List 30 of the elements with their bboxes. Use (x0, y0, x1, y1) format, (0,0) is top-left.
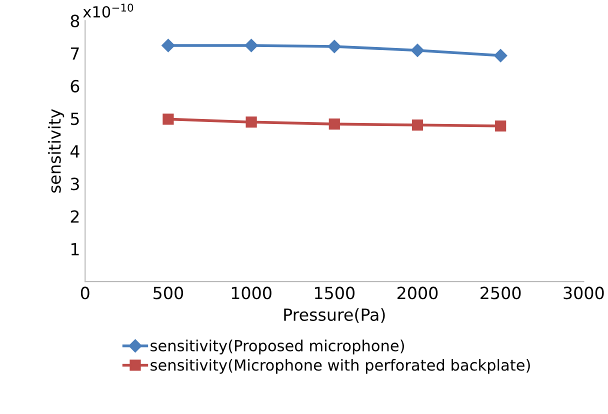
x-axis-title: Pressure(Pa) (284, 308, 385, 323)
x-tick-label: 2000 (398, 286, 438, 300)
y-tick-label: 1 (71, 243, 79, 256)
point (162, 38, 175, 52)
x-tick-label: 1000 (232, 286, 272, 300)
point (495, 120, 506, 132)
point (412, 119, 424, 131)
x-tick-label: 2500 (480, 286, 521, 300)
text: x10$^{−10}$ (83, 4, 134, 18)
y-tick-label: 6 (70, 80, 80, 92)
point (246, 116, 257, 128)
y-tick-label: 2 (70, 210, 79, 223)
y-axis-title: sensitivity (48, 109, 64, 193)
y-tick-label: 3 (70, 178, 79, 190)
y-tick-label: 5 (70, 112, 79, 126)
point (162, 114, 174, 125)
x-tick-label: 1500 (315, 286, 354, 300)
legend-label: sensitivity(Proposed microphone) (150, 340, 404, 354)
point (244, 38, 258, 52)
point (410, 44, 424, 57)
y-tick-label: 4 (70, 145, 80, 158)
point (328, 118, 340, 130)
x-tick-label: 3000 (564, 286, 604, 300)
x-tick-label: 500 (154, 286, 184, 300)
y-tick-label: 8 (70, 14, 80, 28)
legend-label: sensitivity(Microphone with perforated backplate) (150, 358, 530, 374)
point (328, 40, 341, 54)
x-tick-label: 0 (80, 286, 90, 300)
point (494, 48, 508, 62)
y-tick-label: 7 (71, 47, 79, 60)
